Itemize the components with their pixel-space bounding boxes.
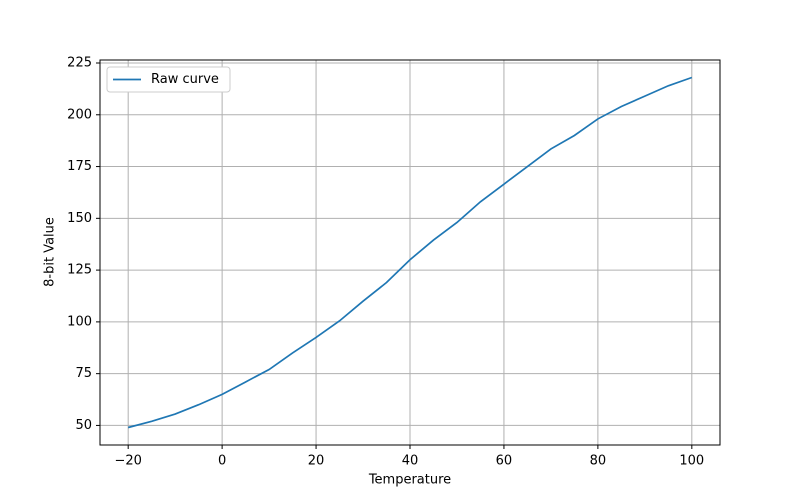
axes-frame xyxy=(99,59,721,446)
y-axis-label: 8-bit Value xyxy=(43,217,58,287)
x-tick-label: −20 xyxy=(114,454,141,469)
y-tick-label: 175 xyxy=(67,159,92,174)
legend-box xyxy=(106,66,231,93)
x-tick-label: 40 xyxy=(402,454,419,469)
y-tick-label: 150 xyxy=(67,211,92,226)
legend-label: Raw curve xyxy=(151,72,219,87)
y-tick-label: 225 xyxy=(67,56,92,71)
x-tick-label: 0 xyxy=(218,454,226,469)
y-tick-label: 100 xyxy=(67,314,92,329)
legend: Raw curve xyxy=(106,66,231,93)
x-tick-label: 60 xyxy=(496,454,513,469)
x-axis-label: Temperature xyxy=(368,473,451,488)
y-tick-label: 50 xyxy=(75,418,92,433)
x-tick-label: 100 xyxy=(679,454,704,469)
data-line xyxy=(127,76,693,429)
y-tick-label: 125 xyxy=(67,263,92,278)
x-tick-label: 80 xyxy=(590,454,607,469)
y-tick-label: 75 xyxy=(75,366,92,381)
y-tick-label: 200 xyxy=(67,107,92,122)
x-tick-label: 20 xyxy=(308,454,325,469)
